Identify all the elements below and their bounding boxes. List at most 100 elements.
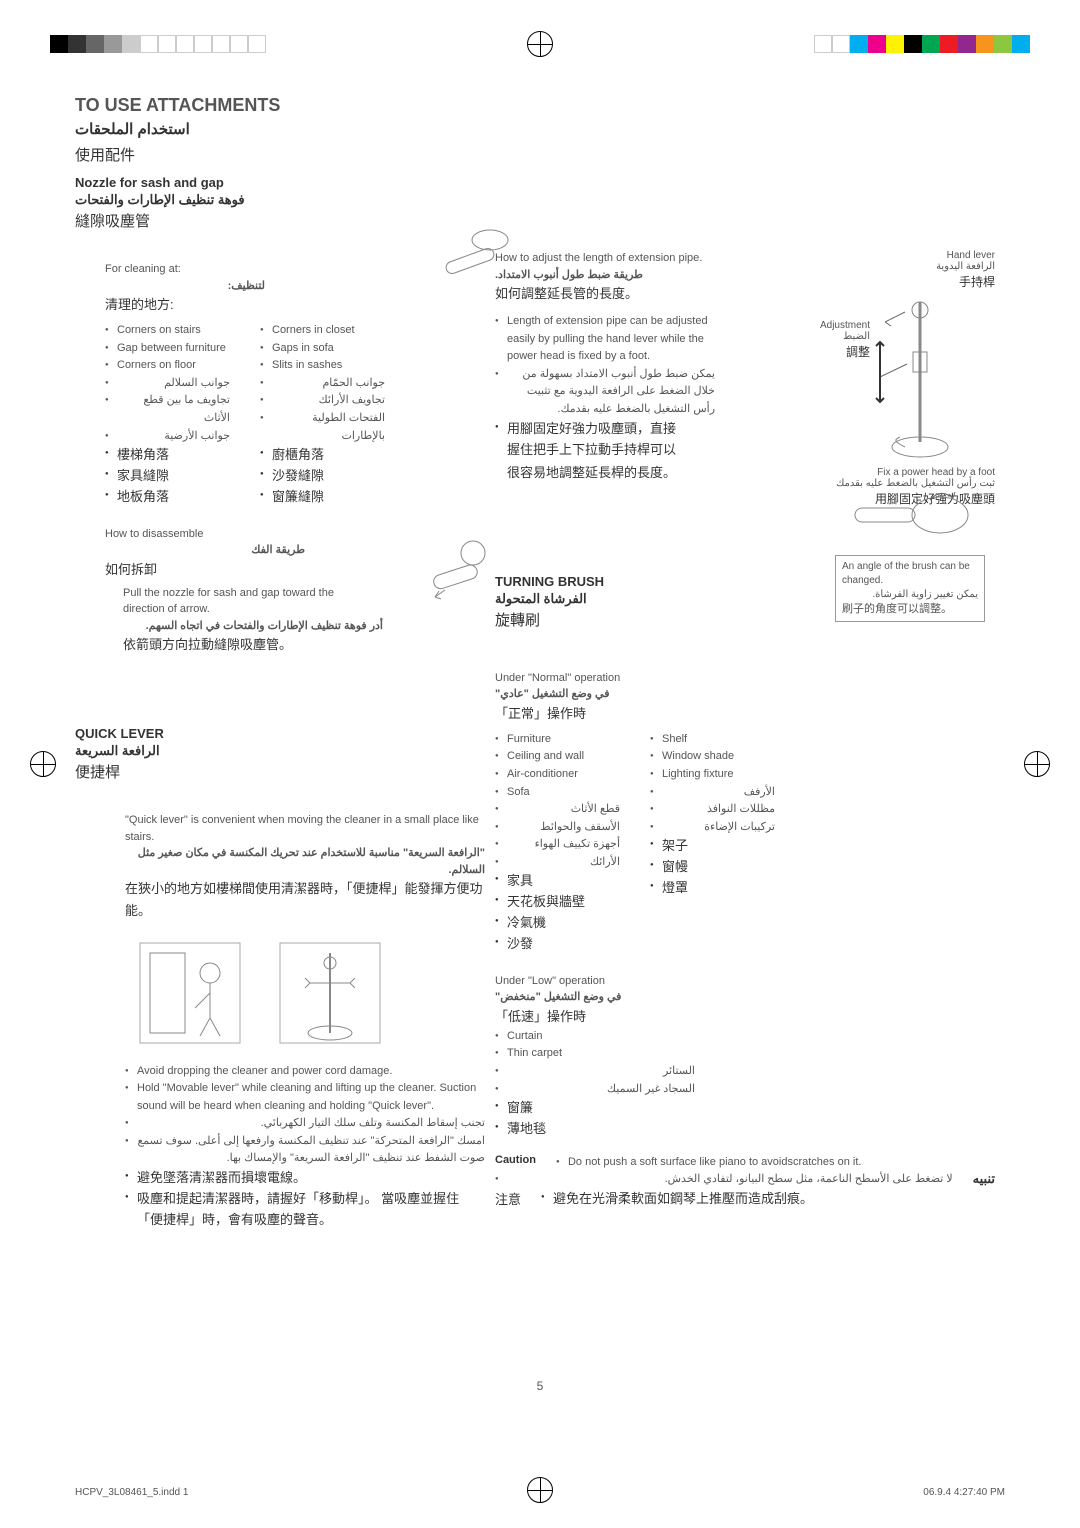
list-item: الفتحات الطولية بالإطارات	[260, 410, 385, 445]
list-item: 沙發	[495, 934, 620, 955]
list-item: جوانب الحمّام	[260, 375, 385, 393]
colorbar-right	[814, 35, 1030, 53]
right-column: How to adjust the length of extension pi…	[495, 250, 995, 1211]
list-item: تجاويف ما بين قطع الأثاث	[105, 392, 230, 427]
list-item: Window shade	[650, 748, 775, 766]
footer-right: 06.9.4 4:27:40 PM	[923, 1487, 1005, 1498]
brush-nl-cjk: 家具天花板與牆壁冷氣機沙發	[495, 871, 620, 954]
caution-label-cjk: 注意	[495, 1189, 521, 1211]
list-item: السجاد غير السميك	[495, 1081, 695, 1099]
normal-ar: في وضع التشغيل "عادي"	[495, 686, 735, 703]
list-item: جوانب الأرضية	[105, 428, 230, 446]
list-item: قطع الأثاث	[495, 801, 620, 819]
page-content: TO USE ATTACHMENTS استخدام الملحقات 使用配件…	[75, 95, 1005, 1448]
dis-body-ar: أدر فوهة تنظيف الإطارات والفتحات في اتجا…	[123, 618, 383, 635]
ql-body-en: "Quick lever" is convenient when moving …	[125, 812, 485, 845]
list-item: Thin carpet	[495, 1045, 995, 1063]
list-item: 避免墜落清潔器而損壞電線。	[125, 1168, 485, 1189]
page-number: 5	[75, 1379, 1005, 1393]
nozzle-section: Nozzle for sash and gap فوهة تنظيف الإطا…	[75, 175, 505, 656]
list-item: الأرفف	[650, 784, 775, 802]
brush-low-cjk: 窗簾薄地毯	[495, 1098, 995, 1140]
caption-en: An angle of the brush can be changed.	[842, 560, 978, 588]
list-item: 家具	[495, 871, 620, 892]
list-item: 沙發縫隙	[260, 466, 385, 487]
ext-body-cjk2: 握住把手上下拉動手持桿可以	[495, 439, 715, 461]
extpipe-section: How to adjust the length of extension pi…	[495, 250, 995, 484]
ql-tips-ar: تجنب إسقاط المكنسة وتلف سلك التيار الكهر…	[125, 1115, 485, 1168]
nozzle-left-en: Corners on stairsGap between furnitureCo…	[105, 322, 230, 375]
list-item: تجاويف الأرائك	[260, 392, 385, 410]
hand-ar: الرافعة اليدوية	[785, 261, 995, 272]
clean-cjk: 清理的地方:	[105, 294, 505, 316]
brush-section: TURNING BRUSH الفرشاة المتحولة 旋轉刷 Under…	[495, 574, 995, 1211]
brush-low-ar: الستائرالسجاد غير السميك	[495, 1063, 695, 1098]
adj-en: Adjustment	[785, 320, 870, 331]
colorbar-left	[50, 35, 266, 53]
list-item: 樓梯角落	[105, 445, 230, 466]
list-item: Avoid dropping the cleaner and power cor…	[125, 1063, 485, 1081]
registration-mark-top	[527, 31, 553, 57]
list-item: 窗幔	[650, 857, 775, 878]
ql-title-ar: الرافعة السريعة	[75, 743, 505, 759]
nozzle-left-ar: جوانب السلالمتجاويف ما بين قطع الأثاثجوا…	[105, 375, 230, 445]
list-item: Hold "Movable lever" while cleaning and …	[125, 1080, 485, 1115]
ext-title-ar: طريقة ضبط طول أنبوب الامتداد.	[495, 267, 755, 284]
nozzle-left-cjk: 樓梯角落家具縫隙地板角落	[105, 445, 230, 507]
print-marks	[0, 35, 1080, 75]
caution-cjk: 避免在光滑柔軟面如鋼琴上推壓而造成刮痕。	[541, 1189, 995, 1210]
list-item: Ceiling and wall	[495, 748, 620, 766]
normal-cjk: 「正常」操作時	[495, 703, 995, 725]
low-cjk: 「低速」操作時	[495, 1006, 995, 1028]
list-item: أجهزة تكييف الهواء	[495, 836, 620, 854]
nozzle-right-cjk: 廚櫃角落沙發縫隙窗簾縫隙	[260, 445, 385, 507]
list-item: Corners on stairs	[105, 322, 230, 340]
list-item: 家具縫隙	[105, 466, 230, 487]
title-en: TO USE ATTACHMENTS	[75, 95, 1005, 116]
list-item: 吸塵和提起清潔器時，請握好「移動桿」。 當吸塵並握住「便捷桿」時，會有吸塵的聲音…	[125, 1189, 485, 1231]
registration-mark-left	[30, 751, 56, 777]
list-item: 窗簾	[495, 1098, 995, 1119]
caution-en: Do not push a soft surface like piano to…	[556, 1154, 995, 1172]
low-ar: في وضع التشغيل "منخفض"	[495, 989, 735, 1006]
ql-illustration-2	[275, 938, 385, 1048]
dis-ar: طريقة الفك	[105, 542, 305, 559]
normal-en: Under "Normal" operation	[495, 670, 995, 687]
dis-body-cjk: 依箭頭方向拉動縫隙吸塵管。	[123, 634, 505, 656]
clean-ar: لتنظيف:	[105, 278, 265, 295]
ql-title-en: QUICK LEVER	[75, 726, 505, 741]
caution-label-en: Caution	[495, 1154, 536, 1166]
list-item: Shelf	[650, 731, 775, 749]
ql-illustration-1	[135, 938, 245, 1048]
low-en: Under "Low" operation	[495, 973, 995, 990]
brush-nl-ar: قطع الأثاثالأسقف والحوائطأجهزة تكييف اله…	[495, 801, 620, 871]
quicklever-section: QUICK LEVER الرافعة السريعة 便捷桿 "Quick l…	[75, 726, 505, 1230]
brush-nr-ar: الأرففمظللات النوافذتركيبات الإضاءة	[650, 784, 775, 837]
ext-body-cjk1: 用腳固定好強力吸塵頭，直接	[495, 419, 715, 440]
adj-cjk: 調整	[785, 342, 870, 362]
caption-ar: يمكن تغيير زاوية الفرشاة.	[842, 588, 978, 602]
list-item: Corners on floor	[105, 357, 230, 375]
list-item: 薄地毯	[495, 1119, 995, 1140]
list-item: الأسقف والحوائط	[495, 819, 620, 837]
footer: HCPV_3L08461_5.indd 1 06.9.4 4:27:40 PM	[75, 1487, 1005, 1498]
brush-caption-box: An angle of the brush can be changed. يم…	[835, 555, 985, 622]
list-item: Gaps in sofa	[260, 340, 385, 358]
list-item: Corners in closet	[260, 322, 385, 340]
list-item: Air-conditioner	[495, 766, 620, 784]
hand-cjk: 手持桿	[785, 272, 995, 292]
nozzle-title-en: Nozzle for sash and gap	[75, 175, 505, 190]
list-item: الأرائك	[495, 854, 620, 872]
dis-body-en: Pull the nozzle for sash and gap toward …	[123, 585, 343, 618]
left-column: Nozzle for sash and gap فوهة تنظيف الإطا…	[75, 175, 505, 1230]
list-item: 窗簾縫隙	[260, 487, 385, 508]
list-item: تجنب إسقاط المكنسة وتلف سلك التيار الكهر…	[125, 1115, 485, 1133]
list-item: 地板角落	[105, 487, 230, 508]
ql-title-cjk: 便捷桿	[75, 761, 505, 782]
list-item: تركيبات الإضاءة	[650, 819, 775, 837]
ext-body-cjk3: 很容易地調整延長桿的長度。	[495, 462, 715, 484]
adj-ar: الضبط	[785, 331, 870, 342]
caption-cjk: 刷子的角度可以調整。	[842, 602, 978, 617]
disassemble-illustration	[425, 535, 495, 605]
ql-tips-en: Avoid dropping the cleaner and power cor…	[125, 1063, 485, 1116]
